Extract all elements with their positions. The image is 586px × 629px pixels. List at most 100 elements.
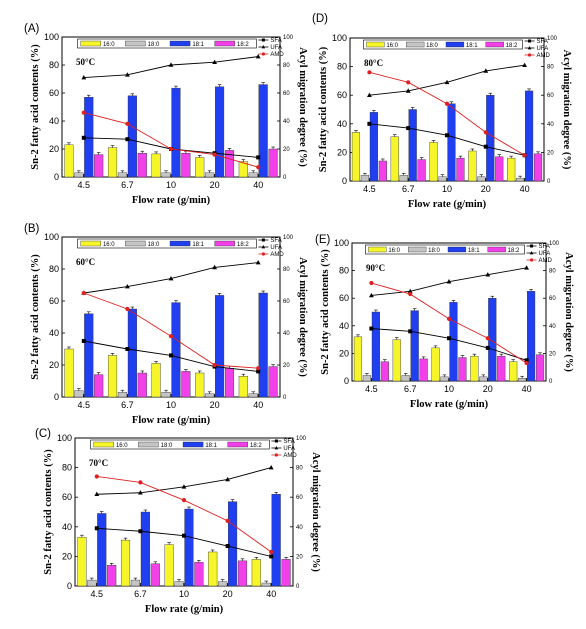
x-tick-label: 6.7 [134,589,147,599]
legend-label: 16:0 [116,443,128,449]
legend-marker [261,52,265,56]
y-tick-label: 60 [49,296,59,306]
bar-18-0 [117,392,128,398]
x-tick-label: 4.5 [91,589,104,599]
y2-axis-title: Acyl migration degree (%) [297,47,308,167]
legend-swatch [485,41,504,48]
y-axis-title: Sn-2 fatty acid contents (%) [43,449,54,575]
legend-marker [529,258,534,262]
point-ufa [367,92,372,97]
legend-swatch [447,246,467,253]
x-axis-title: Flow rate (g/min) [132,415,211,426]
point-amd [94,474,99,479]
point-ufa [405,88,411,93]
bar-18-2 [533,153,543,182]
point-sfa [81,135,86,140]
y2-tick-label: 60 [296,495,303,501]
point-amd [225,518,230,523]
point-amd [369,280,374,286]
x-tick-label: 40 [253,180,263,190]
panel-label: (B) [24,223,40,235]
bar-18-2 [137,372,147,398]
legend-marker [261,238,265,242]
legend-marker [261,245,266,249]
point-sfa [182,533,186,538]
bar-18-2 [378,160,387,182]
bar-16-0 [195,157,205,178]
bar-18-1 [371,311,380,382]
legend-swatch [487,246,506,253]
bar-16-0 [507,157,516,182]
legend-swatch [138,441,159,448]
bar-18-2 [194,562,204,587]
bar-16-0 [208,551,218,587]
bar-18-0 [205,172,215,178]
point-sfa [125,347,130,351]
y2-tick-label: 0 [283,395,287,401]
y2-tick-label: 80 [547,65,554,71]
legend-label: 18:0 [148,242,160,248]
legend-marker [261,252,265,256]
legend-swatch [125,240,146,247]
legend-swatch [125,40,146,47]
bar-18-0 [248,393,258,398]
y-tick-label: 80 [339,266,349,276]
point-amd [181,498,187,503]
legend-label: AMD [539,258,553,264]
bar-16-0 [468,150,477,182]
bar-18-2 [419,358,428,382]
temperature-label: 90°C [366,263,385,273]
bar-18-2 [535,354,545,382]
bar-18-0 [87,579,97,587]
legend-marker [274,446,279,450]
x-tick-label: 40 [266,589,276,599]
y-tick-label: 20 [339,348,349,358]
y2-tick-label: 80 [549,269,556,275]
bar-18-1 [527,291,536,382]
legend-label: SFA [270,238,281,244]
bar-18-0 [362,375,372,382]
bar-18-2 [495,156,504,182]
y2-axis-title: Acyl migration degree (%) [561,50,572,170]
y-axis-title: Sn-2 fatty acid contents (%) [318,46,329,172]
bar-18-2 [137,152,147,178]
bar-18-2 [94,374,104,398]
legend-swatch [93,441,114,448]
point-sfa [408,329,413,334]
legend-label: 16:0 [386,43,398,49]
y2-tick-label: 100 [549,241,560,247]
x-tick-label: 20 [481,184,491,194]
legend-label: SFA [539,244,550,250]
y2-tick-label: 40 [549,324,556,330]
bar-18-1 [127,95,137,178]
y-tick-label: 40 [62,522,72,532]
temperature-label: 70°C [89,458,108,468]
point-sfa [94,526,99,531]
y2-tick-label: 0 [549,379,553,385]
legend-swatch [214,240,236,247]
bar-16-0 [251,559,261,587]
y-tick-label: 100 [44,232,59,242]
point-amd [485,336,490,341]
legend-marker [527,53,532,57]
legend-label: 16:0 [388,248,400,254]
x-tick-label: 20 [210,180,220,190]
bar-18-1 [214,86,225,178]
point-amd [212,152,217,157]
bar-18-2 [281,559,291,587]
legend-label: AMD [537,53,551,59]
bar-18-1 [171,87,181,178]
bar-16-0 [470,355,479,382]
bar-18-2 [458,357,467,382]
y2-tick-label: 20 [283,363,290,369]
legend-swatch [169,240,191,247]
point-ufa [168,276,174,281]
bar-16-0 [107,355,118,398]
y-tick-label: 20 [49,144,59,154]
x-tick-label: 20 [483,384,493,394]
legend-swatch [80,40,101,47]
bar-16-0 [77,536,87,587]
point-ufa [181,484,187,489]
point-sfa [406,126,411,131]
chart-panel: 0 20 40 60 80 100 0 20 40 60 80 100 4.5 6.7 10 20 40 16:0… [24,223,308,426]
